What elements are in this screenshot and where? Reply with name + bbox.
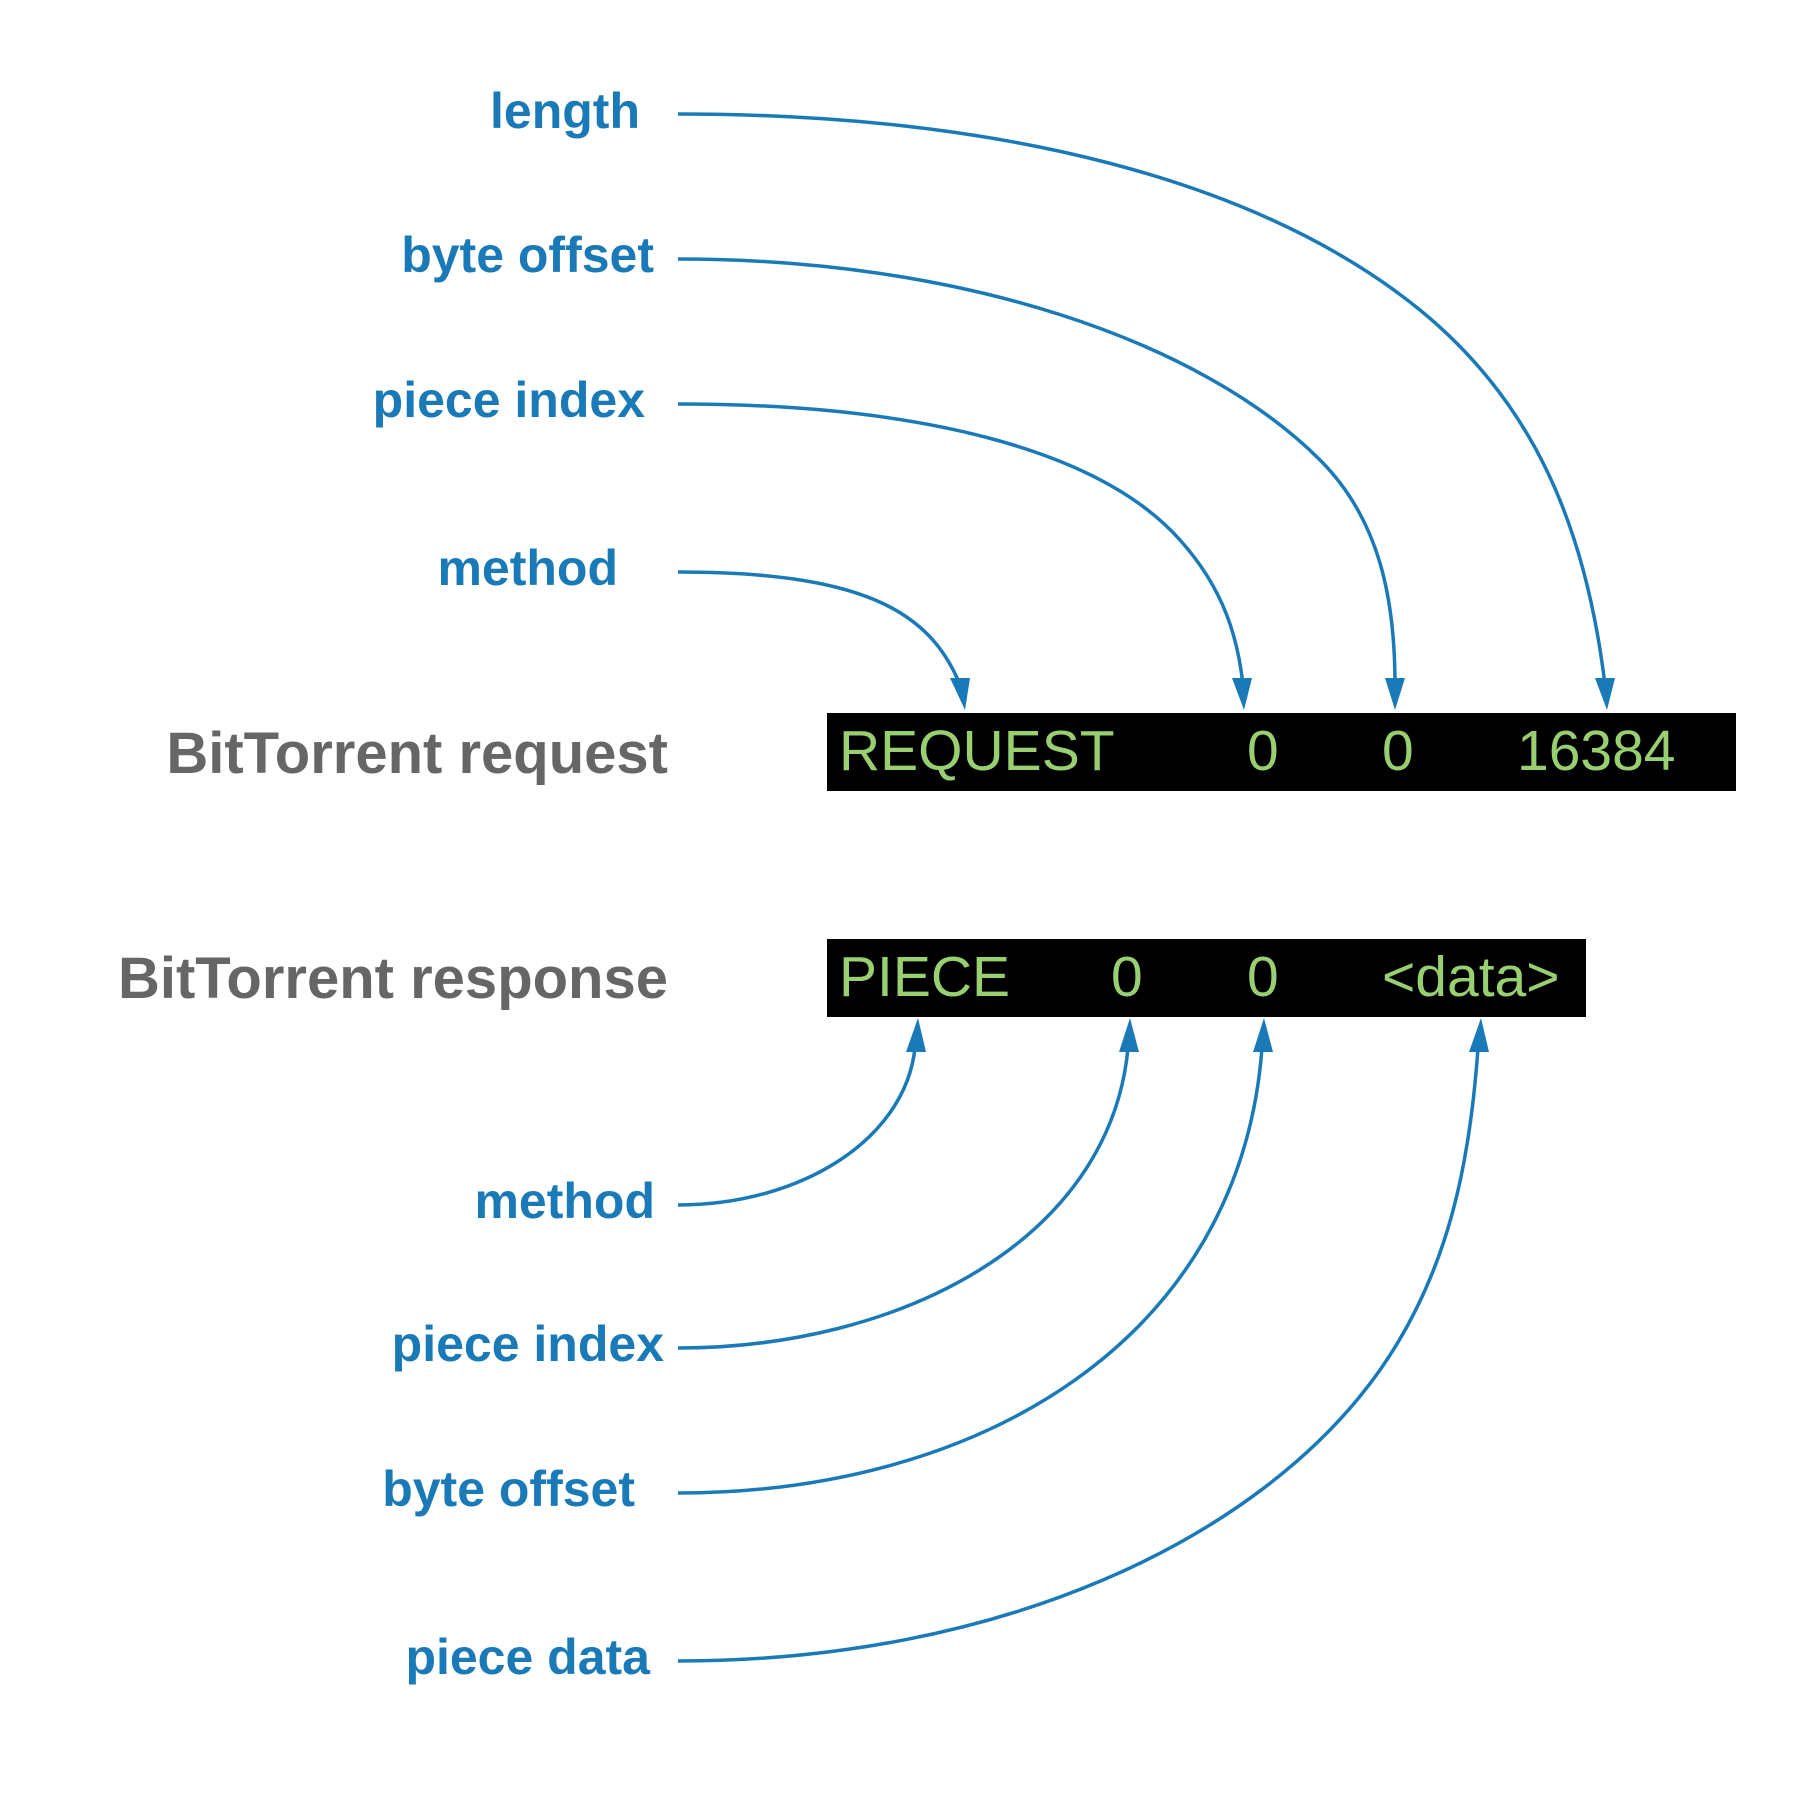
arrowhead-response-byte-offset xyxy=(1253,1018,1273,1052)
response-box: PIECE 0 0 <data> xyxy=(827,939,1586,1017)
arrow-byte-offset-to-0 xyxy=(677,1047,1264,1495)
arrow-piece-data-to-data xyxy=(677,1047,1480,1663)
request-token-piece-index: 0 xyxy=(1247,719,1279,783)
arrowhead-piece-data xyxy=(1469,1018,1489,1052)
request-token-method: REQUEST xyxy=(839,719,1115,783)
response-field-method: method xyxy=(474,1173,655,1229)
arrow-length-to-16384 xyxy=(677,112,1607,686)
response-field-piece-data: piece data xyxy=(405,1629,650,1685)
arrowhead-piece-index xyxy=(1232,678,1252,710)
request-token-byte-offset: 0 xyxy=(1382,719,1414,783)
arrowhead-method xyxy=(950,678,970,710)
arrow-method-to-piece xyxy=(677,1047,917,1207)
response-token-data: <data> xyxy=(1382,945,1560,1009)
arrow-method-to-request xyxy=(677,570,962,686)
request-field-method: method xyxy=(437,540,618,596)
response-token-method: PIECE xyxy=(839,945,1011,1009)
response-label: BitTorrent response xyxy=(117,946,668,1011)
arrowhead-response-piece-index xyxy=(1119,1018,1139,1052)
arrowhead-response-method xyxy=(906,1018,926,1052)
request-box: REQUEST 0 0 16384 xyxy=(827,713,1736,791)
arrow-piece-index-to-0 xyxy=(677,402,1245,686)
request-field-piece-index: piece index xyxy=(372,372,645,428)
response-field-piece-index: piece index xyxy=(391,1316,664,1372)
arrowhead-byte-offset xyxy=(1385,678,1405,710)
response-token-byte-offset: 0 xyxy=(1247,945,1279,1009)
arrow-byte-offset-to-0 xyxy=(677,257,1397,686)
request-label: BitTorrent request xyxy=(166,721,668,786)
response-field-byte-offset: byte offset xyxy=(382,1461,635,1517)
request-field-byte-offset: byte offset xyxy=(401,227,654,283)
request-field-length: length xyxy=(490,83,640,139)
response-token-piece-index: 0 xyxy=(1111,945,1143,1009)
request-token-length: 16384 xyxy=(1517,719,1676,783)
arrow-piece-index-to-0 xyxy=(677,1047,1130,1350)
arrowhead-length xyxy=(1595,678,1615,710)
